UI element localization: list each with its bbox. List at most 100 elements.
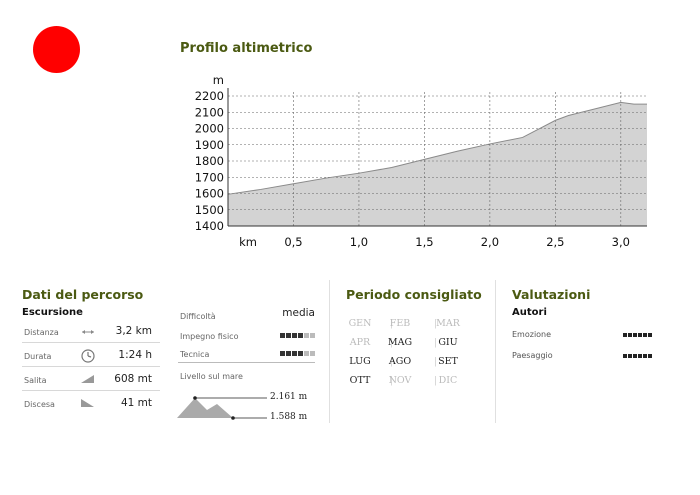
month-apr: APR <box>349 337 371 348</box>
valutazioni-title: Valutazioni <box>512 287 591 302</box>
month-separator: | <box>434 338 438 348</box>
arrow-both-icon <box>82 330 94 334</box>
descent-icon <box>81 399 94 407</box>
tecnica-row: Tecnica <box>178 344 315 363</box>
altitude-min: 1.588 m <box>270 412 308 422</box>
month-separator: | <box>434 357 438 367</box>
rating-square <box>648 333 652 337</box>
rating-paesaggio: Paesaggio <box>512 349 652 363</box>
level-square <box>280 333 285 338</box>
month-giu: GIU <box>438 337 458 348</box>
stat-row-descent: Discesa 41 mt <box>22 392 160 414</box>
x-tick-label: 1,0 <box>350 235 368 249</box>
rating-square <box>623 354 627 358</box>
x-tick-label: 2,0 <box>481 235 499 249</box>
month-mar: MAR <box>436 318 460 329</box>
level-square <box>310 351 315 356</box>
red-dot-marker <box>33 26 80 73</box>
month-ott: OTT <box>349 375 371 386</box>
month-dic: DIC <box>438 375 458 386</box>
difficulty-value: media <box>282 307 315 319</box>
rating-square <box>628 354 632 358</box>
rating-square <box>628 333 632 337</box>
elevation-profile-chart: 1400 1500 1600 1700 1800 1900 2000 2100 2200 m 0,5… <box>195 73 647 249</box>
y-unit-label: m <box>213 73 224 87</box>
tecnica-level-bar <box>279 349 315 358</box>
month-row: OTT | NOV | DIC <box>348 373 478 392</box>
clock-icon <box>81 349 95 363</box>
month-feb: FEB <box>389 318 411 329</box>
month-nov: NOV <box>388 375 412 386</box>
impegno-label: Impegno fisico <box>180 332 239 341</box>
periodo-title: Periodo consigliato <box>346 287 482 302</box>
rating-square <box>638 354 642 358</box>
x-unit-label: km <box>239 235 257 249</box>
level-square <box>298 351 303 356</box>
month-separator: | <box>434 376 438 386</box>
month-ago: AGO <box>388 356 412 367</box>
y-tick-label: 1900 <box>195 138 224 152</box>
level-square <box>286 351 291 356</box>
month-separator: | <box>390 357 394 367</box>
rating-label: Emozione <box>512 330 552 339</box>
rating-square <box>623 333 627 337</box>
altitude-max: 2.161 m <box>270 392 308 402</box>
y-tick-label: 1800 <box>195 154 224 168</box>
y-tick-label: 1500 <box>195 203 224 217</box>
month-separator: | <box>434 319 438 329</box>
month-separator: | <box>390 319 394 329</box>
impegno-level-bar <box>279 331 315 340</box>
rating-square <box>643 333 647 337</box>
stat-value: 3,2 km <box>115 325 152 337</box>
difficulty-row: Difficoltà media <box>178 306 315 324</box>
profile-area <box>228 102 647 226</box>
month-set: SET <box>438 356 458 367</box>
stat-label: Durata <box>24 352 52 361</box>
months-grid: GEN | FEB | MAR APR | MAG | GIU LUG | AGO | SET OTT | NOV… <box>348 316 478 392</box>
rating-label: Paesaggio <box>512 351 553 360</box>
difficulty-label: Difficoltà <box>180 312 216 321</box>
valutazioni-subtitle: Autori <box>512 307 547 318</box>
dati-title: Dati del percorso <box>22 287 144 302</box>
stat-value: 41 mt <box>120 397 152 409</box>
month-separator: | <box>390 338 394 348</box>
altitude-mountain-icon <box>177 396 267 420</box>
rating-square <box>638 333 642 337</box>
y-tick-label: 2100 <box>195 105 224 119</box>
month-separator: | <box>390 376 394 386</box>
rating-level-bar <box>622 351 652 360</box>
x-tick-label: 2,5 <box>546 235 564 249</box>
stat-label: Salita <box>24 376 47 385</box>
stat-row-distance: Distanza 3,2 km <box>22 320 160 343</box>
stat-row-ascent: Salita 608 mt <box>22 368 160 391</box>
level-square <box>304 351 309 356</box>
profile-title: Profilo altimetrico <box>180 41 313 56</box>
month-mag: MAG <box>387 337 413 348</box>
stat-label: Discesa <box>24 400 55 409</box>
profile-line <box>227 101 647 195</box>
rating-square <box>648 354 652 358</box>
rating-square <box>633 354 637 358</box>
y-tick-label: 2000 <box>195 122 224 136</box>
level-square <box>292 351 297 356</box>
rating-level-bar <box>622 330 652 339</box>
impegno-row: Impegno fisico <box>178 326 315 344</box>
x-tick-label: 3,0 <box>612 235 630 249</box>
livello-label: Livello sul mare <box>180 372 243 381</box>
month-row: GEN | FEB | MAR <box>348 316 478 335</box>
column-divider <box>495 280 496 423</box>
rating-emozione: Emozione <box>512 328 652 342</box>
level-square <box>286 333 291 338</box>
rating-square <box>633 333 637 337</box>
stat-label: Distanza <box>24 328 59 337</box>
stat-value: 1:24 h <box>118 349 152 361</box>
rating-square <box>643 354 647 358</box>
ascent-icon <box>81 375 94 383</box>
y-tick-label: 1600 <box>195 187 224 201</box>
level-square <box>310 333 315 338</box>
column-divider <box>329 280 330 423</box>
month-lug: LUG <box>349 356 371 367</box>
level-square <box>292 333 297 338</box>
level-square <box>280 351 285 356</box>
month-gen: GEN <box>348 318 372 329</box>
